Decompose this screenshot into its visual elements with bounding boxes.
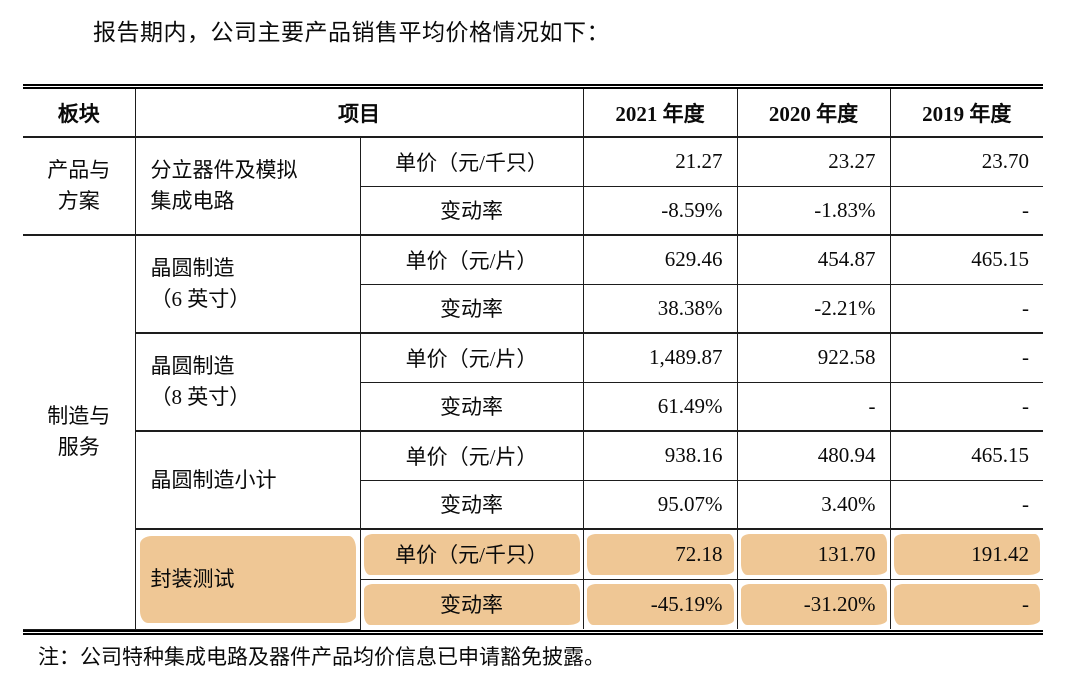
value-cell: -8.59% — [582, 185, 738, 236]
footnote: 注：公司特种集成电路及器件产品均价信息已申请豁免披露。 — [38, 645, 605, 669]
metric-cell: 变动率 — [360, 578, 584, 629]
header-item: 项目 — [134, 89, 584, 138]
price-table-container: 板块 项目 2021 年度 2020 年度 2019 年度 产品与 方案 分立器… — [23, 84, 1043, 635]
header-row: 板块 项目 2021 年度 2020 年度 2019 年度 — [23, 89, 1043, 138]
product-name-cell: 晶圆制造小计 — [135, 430, 361, 530]
price-table: 板块 项目 2021 年度 2020 年度 2019 年度 产品与 方案 分立器… — [23, 89, 1043, 630]
value-cell: 465.15 — [889, 430, 1043, 481]
table-row: 变动率 95.07% 3.40% - — [23, 479, 1043, 530]
value-cell: 38.38% — [582, 283, 738, 334]
product-name-cell: 晶圆制造 （6 英寸） — [134, 234, 361, 334]
header-sector: 板块 — [23, 89, 136, 138]
sector-cell-manufacturing: 制造与 服务 — [23, 234, 136, 630]
product-name-cell: 晶圆制造 （8 英寸） — [135, 332, 361, 432]
header-year-2020: 2020 年度 — [736, 89, 891, 138]
value-cell: -45.19% — [582, 578, 738, 629]
table-row: 变动率 38.38% -2.21% - — [23, 283, 1043, 334]
value-cell: 23.27 — [736, 136, 891, 187]
table-row: 变动率 -8.59% -1.83% - — [23, 185, 1043, 236]
value-cell: 480.94 — [736, 430, 891, 481]
product-name-cell-packaging-testing: 封装测试 — [135, 528, 361, 630]
value-cell: - — [889, 578, 1043, 629]
metric-cell: 变动率 — [360, 283, 584, 334]
table-row: 制造与 服务 晶圆制造 （6 英寸） 单价（元/片） 629.46 454.87… — [23, 234, 1043, 630]
value-cell: 3.40% — [736, 479, 891, 530]
header-year-2021: 2021 年度 — [582, 89, 738, 138]
value-cell: 131.70 — [736, 528, 891, 580]
page-title: 报告期内，公司主要产品销售平均价格情况如下： — [93, 20, 610, 45]
metric-cell: 单价（元/千只） — [359, 528, 584, 580]
value-cell: 23.70 — [889, 136, 1043, 187]
value-cell: - — [889, 185, 1043, 236]
metric-cell: 变动率 — [360, 185, 584, 236]
table-row-highlighted: 封装测试 单价（元/千只） 72.18 131.70 191.42 — [23, 528, 1043, 630]
metric-cell: 变动率 — [360, 381, 584, 432]
header-year-2019: 2019 年度 — [889, 89, 1043, 138]
metric-cell: 单价（元/千只） — [359, 136, 584, 187]
product-name-cell: 分立器件及模拟 集成电路 — [134, 136, 361, 236]
value-cell: 938.16 — [582, 430, 738, 481]
sector-cell-products: 产品与 方案 — [23, 136, 136, 236]
table-row: 晶圆制造小计 单价（元/片） 938.16 480.94 465.15 — [23, 430, 1043, 530]
value-cell: 1,489.87 — [582, 332, 738, 383]
value-cell: - — [889, 283, 1043, 334]
value-cell: 454.87 — [736, 234, 891, 285]
value-cell: - — [889, 381, 1043, 432]
value-cell: 191.42 — [889, 528, 1043, 580]
value-cell: 95.07% — [582, 479, 738, 530]
value-cell: - — [889, 332, 1043, 383]
table-row: 产品与 方案 分立器件及模拟 集成电路 单价（元/千只） 21.27 23.27… — [23, 136, 1043, 236]
metric-cell: 单价（元/片） — [359, 332, 584, 383]
value-cell: - — [736, 381, 891, 432]
table-row: 晶圆制造 （8 英寸） 单价（元/片） 1,489.87 922.58 - — [23, 332, 1043, 432]
value-cell: 465.15 — [889, 234, 1043, 285]
value-cell: 72.18 — [582, 528, 738, 580]
value-cell: 61.49% — [582, 381, 738, 432]
metric-cell: 单价（元/片） — [359, 234, 584, 285]
value-cell: 21.27 — [582, 136, 738, 187]
table-row: 变动率 61.49% - - — [23, 381, 1043, 432]
value-cell: 922.58 — [736, 332, 891, 383]
metric-cell: 单价（元/片） — [359, 430, 584, 481]
value-cell: -31.20% — [736, 578, 891, 629]
value-cell: - — [889, 479, 1043, 530]
table-row-highlighted: 变动率 -45.19% -31.20% - — [23, 578, 1043, 629]
value-cell: 629.46 — [582, 234, 738, 285]
value-cell: -1.83% — [736, 185, 891, 236]
value-cell: -2.21% — [736, 283, 891, 334]
metric-cell: 变动率 — [360, 479, 584, 530]
